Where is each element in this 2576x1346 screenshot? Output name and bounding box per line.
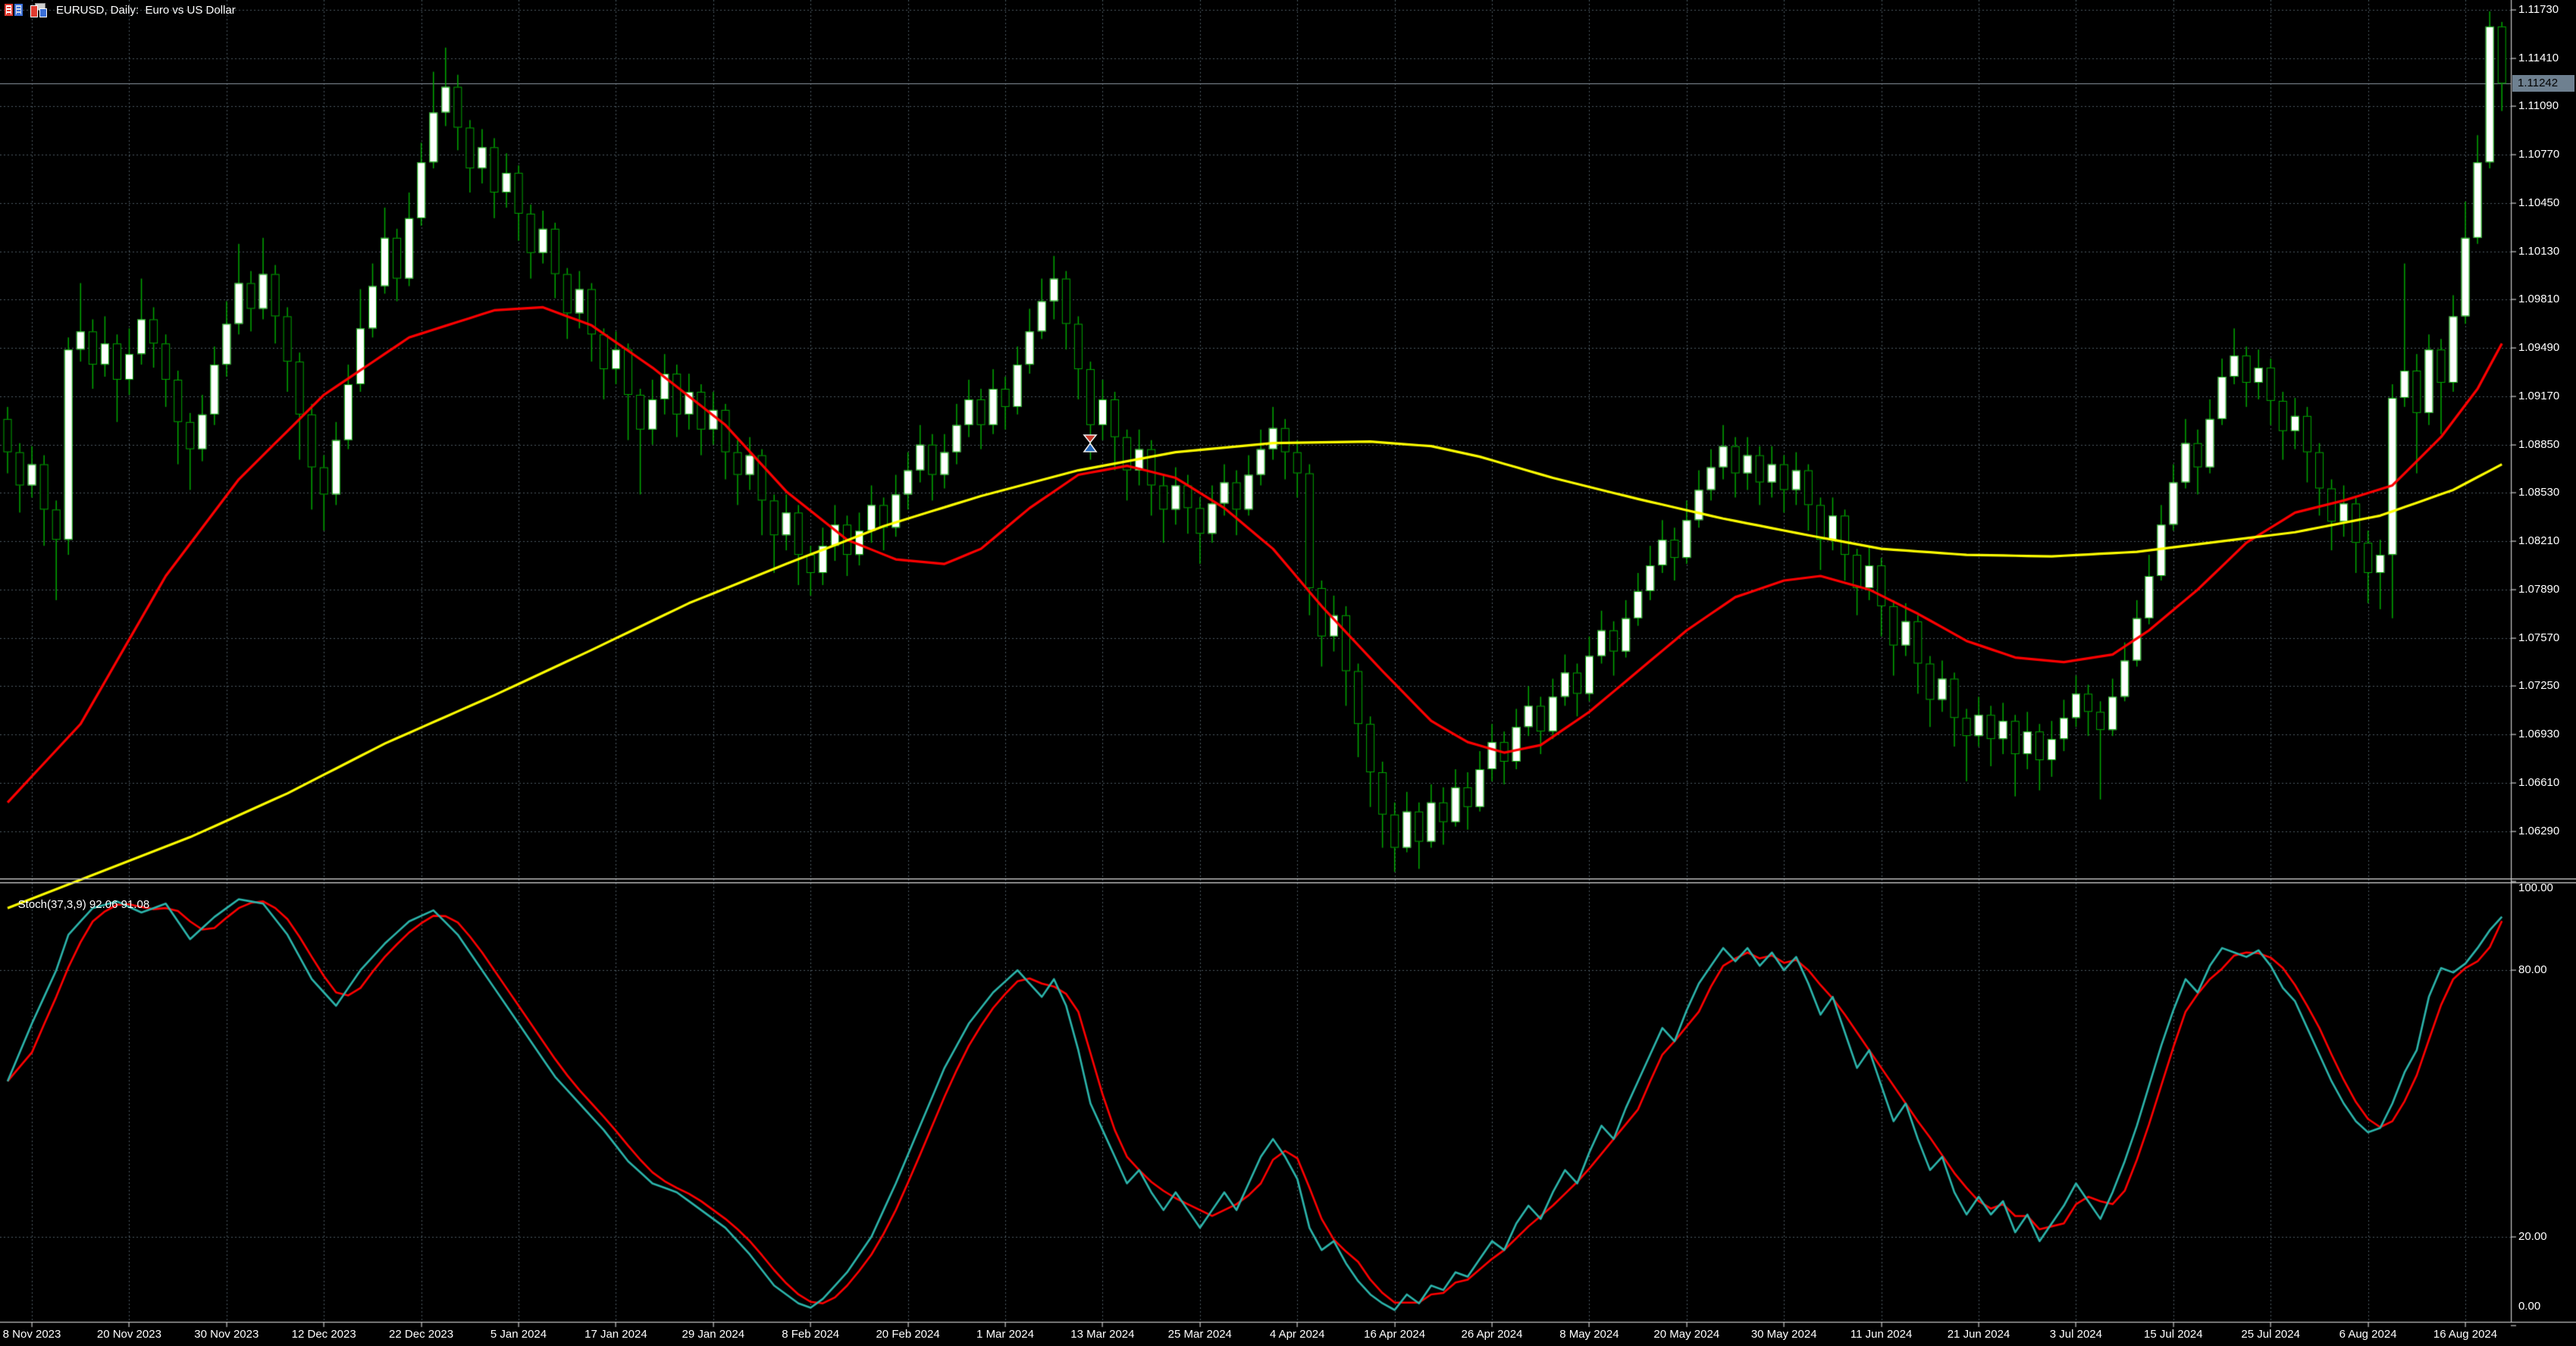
price-axis-label: 1.06610 bbox=[2518, 775, 2560, 789]
price-axis-label: 1.07570 bbox=[2518, 631, 2560, 644]
date-label: 8 Nov 2023 bbox=[2, 1328, 61, 1341]
chart-titlebar: EURUSD, Daily: Euro vs US Dollar bbox=[5, 2, 236, 18]
date-label: 4 Apr 2024 bbox=[1269, 1328, 1325, 1341]
bid-price-badge: 1.11242 bbox=[2512, 75, 2574, 92]
date-label: 11 Jun 2024 bbox=[1850, 1328, 1913, 1341]
price-axis-label: 1.08850 bbox=[2518, 437, 2560, 451]
date-label: 21 Jun 2024 bbox=[1947, 1328, 2010, 1341]
price-axis-label: 1.07890 bbox=[2518, 582, 2560, 596]
date-label: 30 Nov 2023 bbox=[194, 1328, 259, 1341]
price-axis-label: 1.10770 bbox=[2518, 148, 2560, 161]
date-label: 8 May 2024 bbox=[1559, 1328, 1619, 1341]
price-axis-label: 1.11090 bbox=[2518, 99, 2559, 113]
date-label: 20 Feb 2024 bbox=[876, 1328, 940, 1341]
stoch-scale-label: 0.00 bbox=[2518, 1300, 2541, 1313]
chart-title: EURUSD, Daily: Euro vs US Dollar bbox=[56, 3, 236, 17]
price-axis-label: 1.06290 bbox=[2518, 824, 2560, 837]
stoch-scale-label: 20.00 bbox=[2518, 1230, 2547, 1243]
price-axis-label: 1.10130 bbox=[2518, 244, 2560, 258]
price-axis-label: 1.09810 bbox=[2518, 293, 2560, 306]
date-label: 30 May 2024 bbox=[1750, 1328, 1817, 1341]
price-axis-label: 1.11730 bbox=[2518, 3, 2559, 16]
time-axis[interactable]: 8 Nov 2023 20 Nov 2023 30 Nov 2023 12 Dec 2… bbox=[0, 1323, 2576, 1346]
date-label: 29 Jan 2024 bbox=[682, 1328, 745, 1341]
date-label: 26 Apr 2024 bbox=[1461, 1328, 1523, 1341]
stochastic-indicator-label: Stoch(37,3,9) 92.06 91.08 bbox=[5, 885, 150, 924]
stochastic-main-value: 92.06 bbox=[89, 898, 118, 911]
date-label: 5 Jan 2024 bbox=[490, 1328, 547, 1341]
stochastic-name: Stoch(37,3,9) bbox=[17, 898, 86, 911]
date-label: 16 Apr 2024 bbox=[1364, 1328, 1426, 1341]
price-axis-label: 1.11410 bbox=[2518, 51, 2559, 64]
price-axis-label: 1.09490 bbox=[2518, 341, 2560, 355]
price-axis-label: 1.10450 bbox=[2518, 196, 2560, 209]
price-axis-label: 1.07250 bbox=[2518, 679, 2560, 693]
stoch-scale-label: 100.00 bbox=[2518, 881, 2553, 894]
date-label: 20 May 2024 bbox=[1653, 1328, 1720, 1341]
date-label: 22 Dec 2023 bbox=[389, 1328, 454, 1341]
price-axis-label: 1.06930 bbox=[2518, 728, 2560, 741]
date-label: 1 Mar 2024 bbox=[976, 1328, 1034, 1341]
date-label: 6 Aug 2024 bbox=[2339, 1328, 2397, 1341]
date-label: 20 Nov 2023 bbox=[96, 1328, 161, 1341]
date-label: 3 Jul 2024 bbox=[2049, 1328, 2103, 1341]
price-axis-label: 1.08530 bbox=[2518, 486, 2560, 499]
bar-chart-clipboard-icon bbox=[30, 2, 50, 17]
price-axis-label: 1.09170 bbox=[2518, 389, 2560, 402]
price-axis[interactable]: 1.11730 1.11410 1.11090 1.10770 1.10450 1.101… bbox=[2511, 0, 2576, 1322]
date-label: 16 Aug 2024 bbox=[2433, 1328, 2498, 1341]
date-label: 13 Mar 2024 bbox=[1070, 1328, 1135, 1341]
date-label: 15 Jul 2024 bbox=[2144, 1328, 2203, 1341]
chart-list-icon bbox=[5, 3, 24, 17]
date-label: 8 Feb 2024 bbox=[782, 1328, 840, 1341]
stochastic-signal-value: 91.08 bbox=[121, 898, 150, 911]
date-label: 12 Dec 2023 bbox=[291, 1328, 356, 1341]
price-axis-label: 1.08210 bbox=[2518, 534, 2560, 548]
stoch-scale-label: 80.00 bbox=[2518, 963, 2547, 976]
date-label: 17 Jan 2024 bbox=[584, 1328, 647, 1341]
date-label: 25 Mar 2024 bbox=[1167, 1328, 1232, 1341]
up-down-arrows-cursor-icon bbox=[1082, 434, 1098, 453]
date-label: 25 Jul 2024 bbox=[2241, 1328, 2300, 1341]
